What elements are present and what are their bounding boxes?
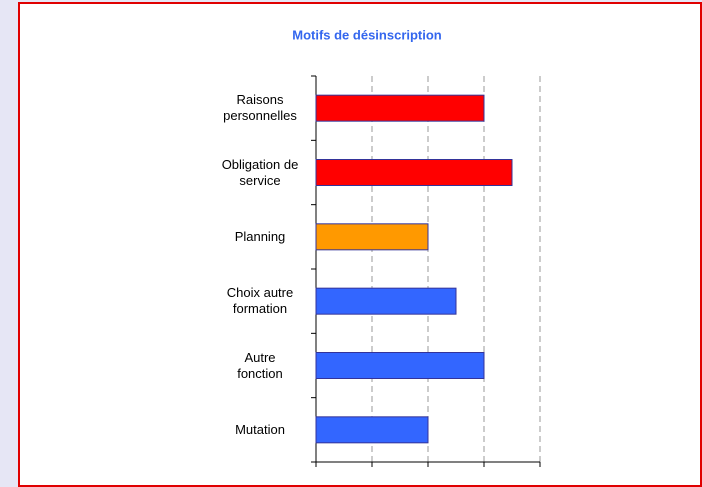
y-tick-label: Planning [234,228,286,244]
y-tick-label: Autre fonction [237,349,283,381]
bar [315,223,429,251]
bar [315,352,485,379]
bar [315,287,457,315]
chart-title: Motifs de désinscription [292,27,442,42]
bar [315,94,485,122]
bar [315,159,513,186]
y-tick-label: Raisons personnelles [223,92,297,124]
y-tick-label: Choix autre formation [226,285,294,317]
bar [315,416,429,444]
y-tick-label: Obligation de service [221,156,299,188]
y-tick-label: Mutation [235,421,285,437]
